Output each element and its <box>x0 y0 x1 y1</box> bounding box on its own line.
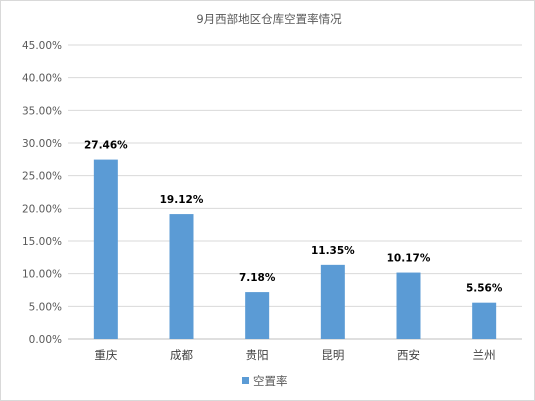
bar <box>169 214 194 339</box>
y-tick-label: 30.00% <box>22 138 62 150</box>
y-tick-label: 20.00% <box>22 203 62 215</box>
legend: 空置率 <box>242 374 288 388</box>
x-category-label: 成都 <box>170 348 193 362</box>
y-tick-label: 25.00% <box>22 171 62 183</box>
bar <box>320 264 345 339</box>
x-category-label: 兰州 <box>473 348 496 362</box>
x-category-label: 西安 <box>397 348 420 362</box>
y-tick-label: 40.00% <box>22 73 62 85</box>
y-tick-label: 45.00% <box>22 40 62 52</box>
bar <box>396 272 421 339</box>
data-labels: 27.46% 19.12% 7.18% 11.35% 10.17% 5.56% <box>84 140 503 295</box>
data-label: 19.12% <box>160 194 204 206</box>
bars <box>93 159 497 339</box>
bar <box>93 159 118 339</box>
data-label: 5.56% <box>466 283 503 295</box>
bar <box>472 302 497 339</box>
y-tick-label: 10.00% <box>22 269 62 281</box>
bar <box>245 292 270 339</box>
legend-swatch <box>242 377 249 384</box>
x-axis-categories: 重庆 成都 贵阳 昆明 西安 兰州 <box>94 348 495 362</box>
y-tick-label: 15.00% <box>22 236 62 248</box>
x-category-label: 贵阳 <box>246 348 269 362</box>
data-label: 10.17% <box>387 253 431 265</box>
y-axis-ticks: 0.00% 5.00% 10.00% 15.00% 20.00% 25.00% 30.00%… <box>22 40 62 346</box>
chart-title: 9月西部地区仓库空置率情况 <box>196 12 342 26</box>
y-tick-label: 5.00% <box>29 301 62 313</box>
data-label: 27.46% <box>84 140 128 152</box>
data-label: 11.35% <box>311 245 355 257</box>
x-category-label: 昆明 <box>321 348 344 362</box>
y-tick-label: 0.00% <box>29 334 62 346</box>
x-category-label: 重庆 <box>94 348 117 362</box>
gridlines <box>68 44 522 340</box>
y-tick-label: 35.00% <box>22 105 62 117</box>
data-label: 7.18% <box>239 272 276 284</box>
legend-label: 空置率 <box>253 374 288 388</box>
